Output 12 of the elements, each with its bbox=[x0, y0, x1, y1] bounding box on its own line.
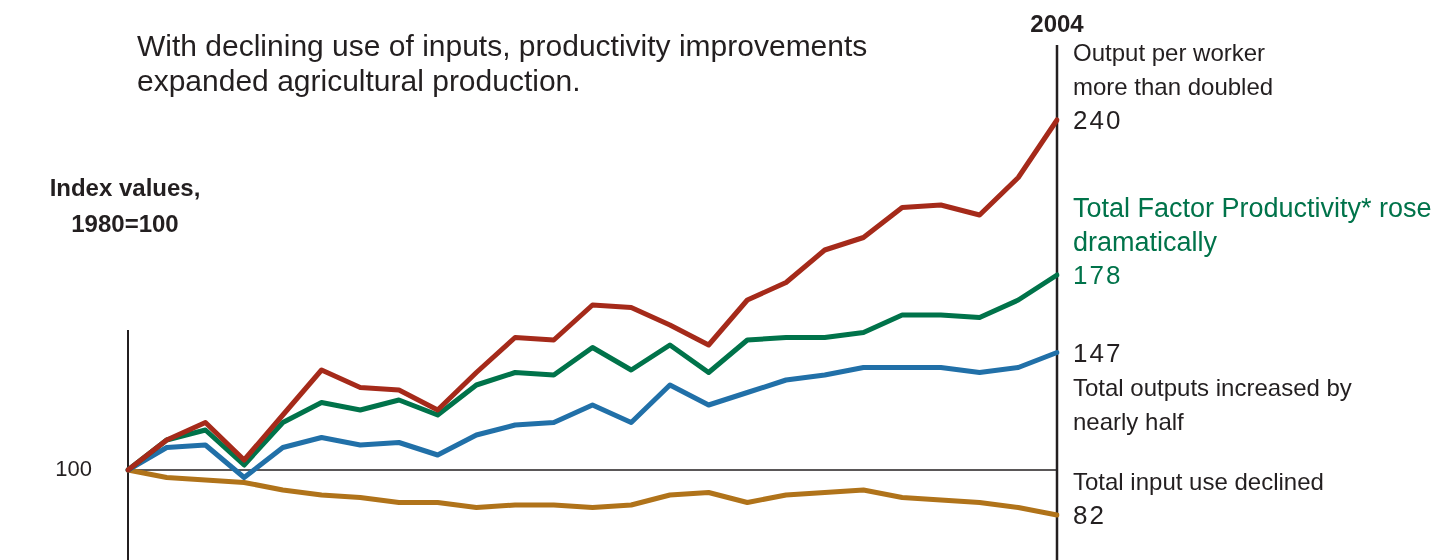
data-label: 178 bbox=[1073, 260, 1123, 290]
data-label: 82 bbox=[1073, 500, 1106, 530]
series-label: Total input use declined bbox=[1073, 467, 1325, 497]
series-label: Total Factor Productivity* rose dramatically bbox=[1073, 192, 1433, 259]
text: 2004 bbox=[1030, 9, 1085, 37]
chart-title: With declining use of inputs, productivity improvements expanded agricultural production. bbox=[137, 28, 869, 98]
y-axis-title: Index values, 1980=100 bbox=[48, 173, 202, 239]
data-label: 147 bbox=[1073, 337, 1123, 368]
series-label: Output per worker more than doubled bbox=[1073, 38, 1275, 102]
series-label: Total outputs increased by nearly half bbox=[1073, 372, 1353, 437]
ref-line-label: 100 bbox=[55, 456, 92, 482]
data-label: 240 bbox=[1073, 105, 1123, 135]
